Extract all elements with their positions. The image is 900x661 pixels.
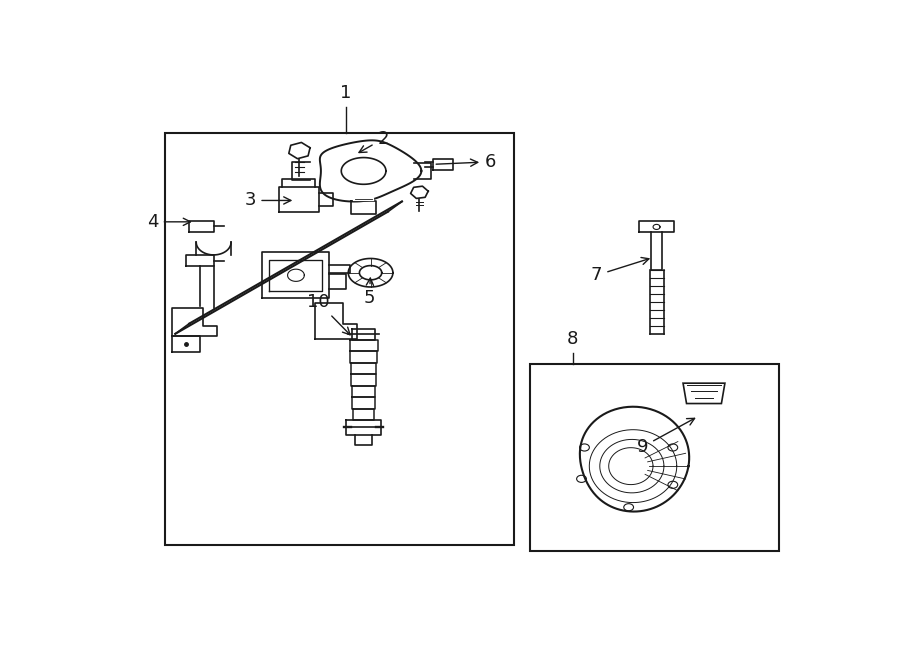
Text: 10: 10 [307,293,350,334]
Text: 8: 8 [567,330,579,348]
Text: 6: 6 [436,153,496,171]
Text: 1: 1 [340,84,352,102]
Text: 3: 3 [245,192,291,210]
Bar [165,133,514,545]
Text: 4: 4 [148,213,191,231]
Text: 5: 5 [364,278,375,307]
Text: 2: 2 [359,130,389,153]
Bar [529,364,778,551]
Text: 7: 7 [590,258,649,284]
Text: 9: 9 [637,418,695,456]
